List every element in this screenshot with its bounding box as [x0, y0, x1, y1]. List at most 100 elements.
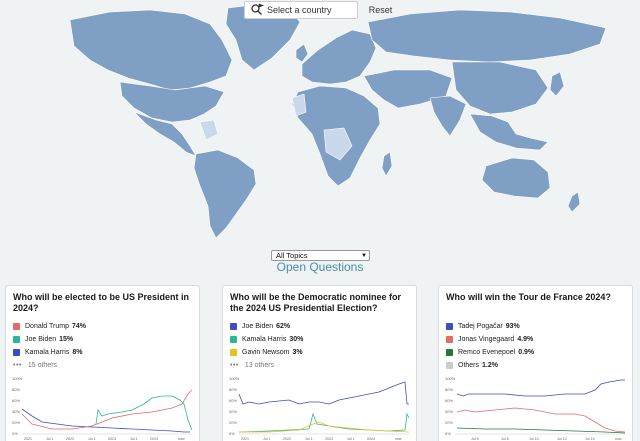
legend-item: Kamala Harris 8%	[13, 346, 192, 359]
y-axis: 100% 80% 60% 40% 20% 0%	[229, 376, 240, 436]
x-tick-label: 2024	[150, 437, 158, 441]
question-card[interactable]: Who will be the Democratic nominee for t…	[222, 285, 417, 441]
y-tick-label: 80%	[445, 387, 453, 392]
series-line-blue	[456, 379, 625, 397]
x-tick-label: 2021	[24, 437, 32, 441]
legend-pct: 74%	[71, 323, 86, 330]
series-line-red	[456, 407, 626, 433]
question-title: Who will be elected to be US President i…	[13, 292, 190, 313]
legend-swatch	[446, 323, 453, 330]
others-toggle[interactable]: ••• 15 others	[13, 359, 192, 371]
y-tick-label: 60%	[229, 398, 237, 403]
country-madagascar[interactable]	[381, 151, 393, 177]
y-axis: 100% 80% 60% 40% 20% 0%	[12, 376, 23, 436]
x-tick-label: now	[178, 437, 185, 441]
legend-item: Donald Trump 74%	[13, 320, 192, 333]
country-search-box[interactable]: Select a country	[244, 1, 358, 19]
legend-pct: 8%	[72, 349, 83, 356]
continent-south-america[interactable]	[193, 149, 257, 239]
legend-swatch	[230, 349, 237, 356]
question-card[interactable]: Who will win the Tour de France 2024? Ta…	[438, 285, 633, 441]
legend-pct: 30%	[289, 336, 304, 343]
legend-name: Gavin Newsom	[242, 349, 290, 356]
highlight-south-america-region[interactable]	[199, 119, 219, 141]
y-tick-label: 40%	[445, 409, 453, 414]
country-russia[interactable]	[367, 9, 607, 63]
y-tick-label: 40%	[229, 409, 237, 414]
question-title: Who will win the Tour de France 2024?	[446, 292, 611, 302]
y-tick-label: 80%	[12, 387, 20, 392]
region-southeast-asia[interactable]	[469, 113, 549, 151]
y-tick-label: 60%	[445, 398, 453, 403]
y-tick-label: 40%	[12, 409, 20, 414]
y-tick-label: 100%	[445, 376, 456, 381]
series-line-blue	[21, 408, 190, 433]
legend-item: Remco Evenepoel 0.9%	[446, 346, 625, 359]
x-axis: 2021 Jul 1 2022 Jul 1 2023 Jul 1 2024 no…	[241, 437, 402, 441]
continent-europe[interactable]	[301, 29, 377, 85]
highlight-central-asia-region[interactable]	[291, 93, 307, 117]
legend-name: Tadej Pogačar	[458, 323, 503, 330]
legend-item: Gavin Newsom 3%	[230, 346, 409, 359]
y-tick-label: 0%	[12, 431, 18, 436]
legend-swatch	[446, 349, 453, 356]
y-tick-label: 100%	[229, 376, 240, 381]
legend-item: Others 1.2%	[446, 359, 625, 372]
y-axis: 100% 80% 60% 40% 20% 0%	[445, 376, 456, 436]
probability-chart: 100% 80% 60% 40% 20% 0% 2021 Jul 1 2022 …	[12, 376, 193, 441]
country-india[interactable]	[429, 95, 467, 137]
country-uk[interactable]	[295, 43, 309, 63]
x-axis: Jul 6 Jul 8 Jul 10 Jul 12 Jul 14 now	[471, 437, 622, 441]
y-tick-label: 60%	[12, 398, 20, 403]
topic-select[interactable]: All Topics ▼	[271, 250, 370, 261]
x-tick-label: Jul 1	[263, 437, 271, 441]
legend-item: Joe Biden 62%	[230, 320, 409, 333]
others-toggle[interactable]: ••• 13 others	[230, 359, 409, 371]
world-map[interactable]	[0, 0, 640, 240]
country-canada[interactable]	[69, 9, 233, 91]
legend-swatch	[230, 323, 237, 330]
legend-pct: 4.9%	[517, 336, 534, 343]
legend-pct: 0.9%	[518, 349, 535, 356]
probability-chart: 100% 80% 60% 40% 20% 0% 2021 Jul 1 2022 …	[229, 376, 410, 441]
question-title: Who will be the Democratic nominee for t…	[230, 292, 402, 313]
y-tick-label: 20%	[445, 420, 453, 425]
legend-swatch	[13, 349, 20, 356]
chevron-down-icon: ▼	[361, 252, 367, 259]
x-tick-label: 2023	[325, 437, 333, 441]
x-tick-label: Jul 1	[88, 437, 96, 441]
x-tick-label: Jul 6	[471, 437, 479, 441]
x-axis: 2021 Jul 1 2022 Jul 1 2023 Jul 1 2024 no…	[24, 437, 185, 441]
x-tick-label: Jul 14	[585, 437, 595, 441]
highlight-africa-region[interactable]	[323, 127, 353, 161]
country-usa[interactable]	[119, 81, 225, 123]
series-line-green	[456, 427, 626, 434]
x-tick-label: Jul 1	[46, 437, 54, 441]
x-tick-label: Jul 1	[305, 437, 313, 441]
legend-pct: 93%	[505, 323, 520, 330]
legend-swatch	[13, 323, 20, 330]
country-search-placeholder: Select a country	[267, 5, 332, 15]
legend-swatch	[446, 362, 453, 369]
country-china[interactable]	[451, 61, 549, 115]
country-japan[interactable]	[549, 71, 565, 97]
y-tick-label: 20%	[229, 420, 237, 425]
legend-swatch	[446, 336, 453, 343]
x-tick-label: Jul 10	[529, 437, 539, 441]
country-new-zealand[interactable]	[567, 191, 581, 213]
country-australia[interactable]	[481, 157, 551, 199]
legend-item: Tadej Pogačar 93%	[446, 320, 625, 333]
legend-name: Donald Trump	[25, 323, 69, 330]
series-line-red	[21, 389, 193, 430]
legend-swatch	[230, 336, 237, 343]
topic-select-value: All Topics	[276, 251, 308, 260]
series-line-blue	[238, 381, 409, 405]
legend-pct: 15%	[59, 336, 74, 343]
others-label: 15 others	[27, 361, 58, 369]
x-tick-label: 2022	[283, 437, 291, 441]
legend-name: Remco Evenepoel	[458, 349, 516, 356]
x-tick-label: 2024	[367, 437, 375, 441]
reset-button[interactable]: Reset	[365, 1, 396, 19]
legend-name: Kamala Harris	[242, 336, 287, 343]
question-card[interactable]: Who will be elected to be US President i…	[5, 285, 200, 441]
